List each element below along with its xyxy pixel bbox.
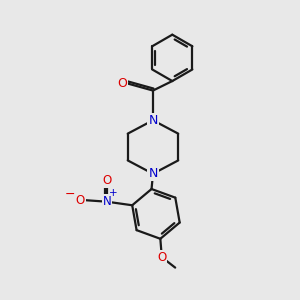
Text: O: O [76, 194, 85, 207]
Text: N: N [103, 195, 111, 208]
Text: N: N [148, 114, 158, 127]
Text: O: O [117, 76, 127, 90]
Text: O: O [102, 174, 112, 187]
Text: N: N [148, 167, 158, 180]
Text: O: O [157, 251, 167, 264]
Text: −: − [65, 188, 75, 201]
Text: +: + [109, 188, 118, 198]
